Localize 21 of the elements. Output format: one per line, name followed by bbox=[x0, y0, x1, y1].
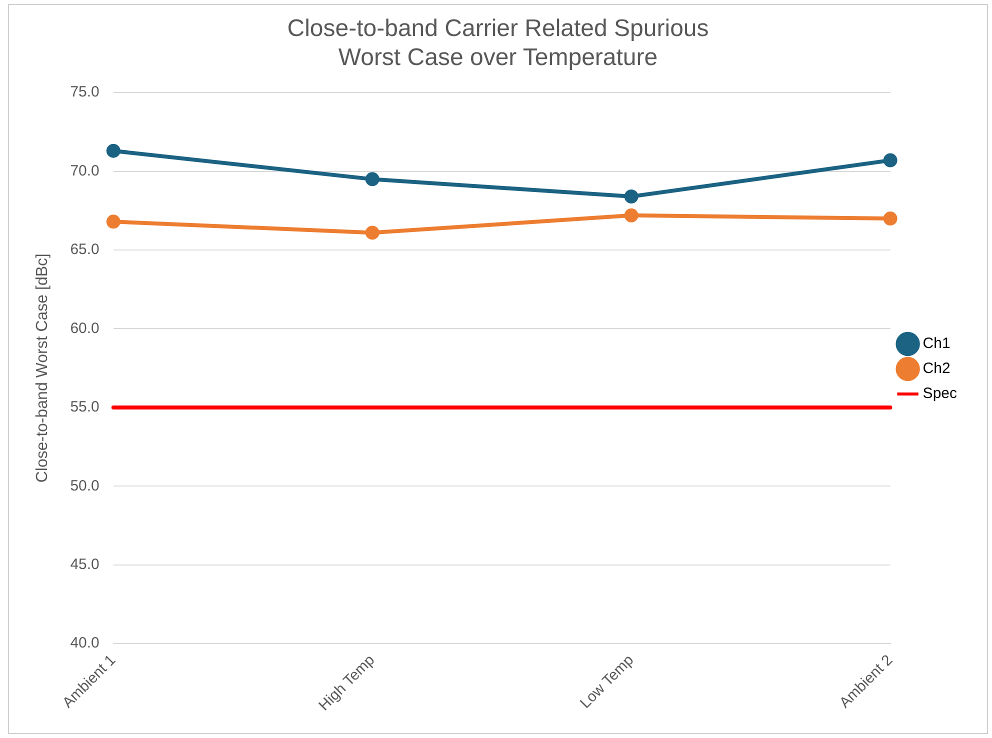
point bbox=[365, 226, 380, 240]
legend-label: Ch2 bbox=[922, 360, 950, 378]
point bbox=[106, 214, 120, 229]
legend-label: Spec bbox=[922, 385, 958, 402]
y-tick-label: 70.0 bbox=[70, 162, 100, 180]
point bbox=[624, 190, 638, 204]
y-tick-label: 65.0 bbox=[70, 241, 100, 258]
y-tick-label: 40.0 bbox=[70, 634, 100, 652]
point bbox=[365, 172, 380, 186]
y-axis-title: Close-to-band Worst Case [dBc] bbox=[34, 254, 52, 483]
legend-label: Ch1 bbox=[922, 335, 950, 352]
point bbox=[106, 144, 120, 158]
y-tick-label: 60.0 bbox=[70, 320, 100, 337]
point bbox=[883, 153, 898, 168]
y-tick-label: 45.0 bbox=[70, 556, 100, 574]
y-tick-label: 55.0 bbox=[70, 398, 100, 416]
y-tick-label: 75.0 bbox=[70, 84, 100, 101]
point bbox=[624, 208, 638, 222]
point bbox=[883, 212, 898, 226]
chart-title: Close-to-band Carrier Related Spurious Worst Case over Temperature bbox=[287, 15, 709, 71]
y-tick-label: 50.0 bbox=[70, 477, 100, 494]
